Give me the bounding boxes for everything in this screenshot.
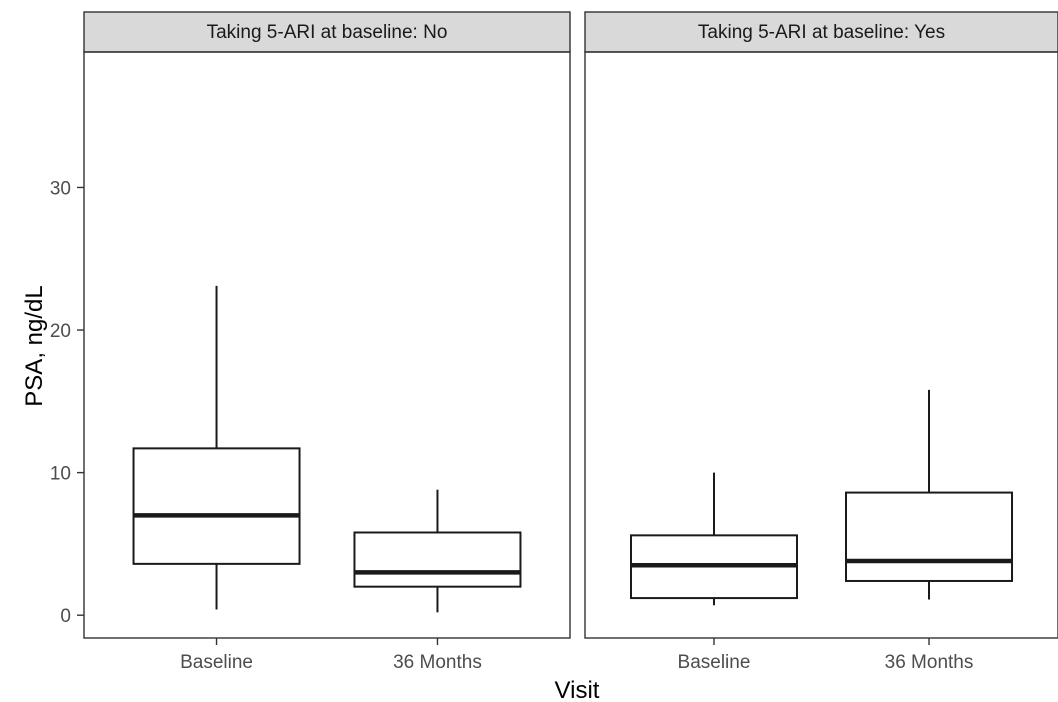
x-tick-label: 36 Months (393, 652, 482, 673)
y-tick-label: 20 (50, 321, 71, 342)
box (353, 489, 522, 613)
y-tick-label: 30 (50, 178, 71, 199)
x-tick-label: Baseline (678, 652, 751, 673)
y-tick-label: 0 (60, 606, 71, 627)
facet-panel: Taking 5-ARI at baseline: No Baseline 36 M… (83, 11, 571, 673)
y-axis-title: PSA, ng/dL (21, 285, 48, 406)
x-tick-label: Baseline (180, 652, 253, 673)
box-iqr (353, 531, 522, 588)
facet-panel: Taking 5-ARI at baseline: Yes Baseline 36 … (584, 11, 1058, 673)
facet-strip-label: Taking 5-ARI at baseline: No (207, 22, 448, 43)
facet-strip-label: Taking 5-ARI at baseline: Yes (698, 22, 945, 43)
panel-border (83, 51, 571, 639)
box-iqr (845, 491, 1014, 582)
box (132, 285, 301, 610)
x-axis-title: Visit (555, 677, 600, 702)
box-iqr (132, 447, 301, 565)
box (845, 389, 1014, 600)
box (629, 472, 798, 606)
facet-strip (83, 11, 571, 53)
panel-border (584, 51, 1058, 639)
y-tick-label: 10 (50, 464, 71, 485)
x-tick-label: 36 Months (885, 652, 974, 673)
